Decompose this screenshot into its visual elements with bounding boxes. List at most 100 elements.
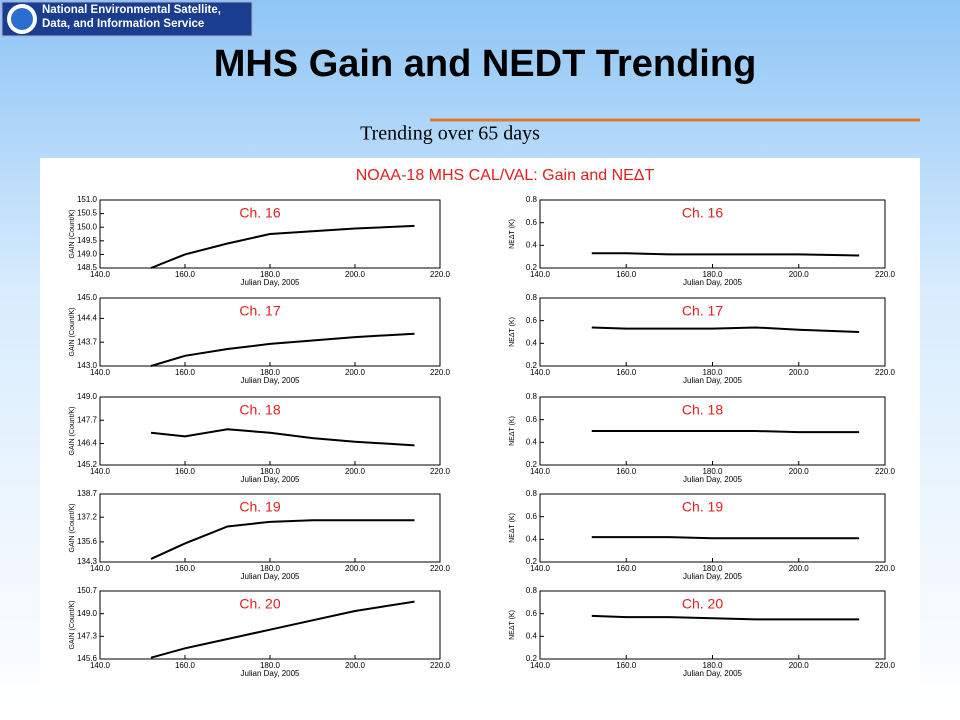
panel-title: Ch. 19 — [239, 499, 280, 515]
x-axis-label: Julian Day, 2005 — [683, 669, 743, 678]
x-tick-label: 180.0 — [260, 564, 281, 573]
y-tick-label: 138.7 — [77, 489, 98, 498]
x-tick-label: 160.0 — [616, 270, 637, 279]
agency-name: National Environmental Satellite, Data, … — [42, 4, 221, 30]
x-tick-label: 200.0 — [345, 661, 366, 670]
panel-title: Ch. 16 — [682, 205, 723, 221]
y-tick-label: 0.2 — [526, 361, 538, 370]
x-tick-label: 140.0 — [530, 564, 551, 573]
y-tick-label: 0.6 — [526, 415, 538, 424]
x-tick-label: 140.0 — [90, 467, 111, 476]
y-tick-label: 149.0 — [77, 250, 98, 259]
y-tick-label: 145.0 — [77, 293, 98, 302]
x-tick-label: 220.0 — [430, 661, 451, 670]
data-line — [150, 519, 415, 560]
y-tick-label: 144.4 — [77, 314, 98, 323]
x-tick-label: 200.0 — [789, 661, 810, 670]
y-tick-label: 147.3 — [77, 631, 98, 640]
figure-panel — [40, 158, 920, 688]
x-tick-label: 220.0 — [430, 564, 451, 573]
data-line — [150, 224, 415, 269]
y-tick-label: 0.6 — [526, 609, 538, 618]
data-line — [150, 600, 415, 659]
logo-emblem-inner — [11, 8, 33, 30]
y-axis-label: NEΔT (K) — [509, 219, 516, 249]
x-tick-label: 180.0 — [702, 270, 723, 279]
data-line — [591, 252, 860, 257]
x-tick-label: 200.0 — [345, 467, 366, 476]
x-tick-label: 160.0 — [616, 564, 637, 573]
y-tick-label: 0.4 — [526, 631, 538, 640]
y-tick-label: 150.7 — [77, 586, 98, 595]
panel-title: Ch. 16 — [239, 205, 280, 221]
x-tick-label: 200.0 — [789, 467, 810, 476]
panel-title: Ch. 19 — [682, 499, 723, 515]
x-tick-label: 220.0 — [875, 661, 896, 670]
x-tick-label: 140.0 — [90, 564, 111, 573]
panel-title: Ch. 17 — [239, 303, 280, 319]
x-tick-label: 220.0 — [875, 564, 896, 573]
x-axis-label: Julian Day, 2005 — [683, 376, 743, 385]
x-axis-label: Julian Day, 2005 — [241, 475, 301, 484]
y-tick-label: 134.3 — [77, 557, 98, 566]
x-tick-label: 220.0 — [875, 467, 896, 476]
x-tick-label: 220.0 — [430, 467, 451, 476]
y-tick-label: 151.0 — [77, 195, 98, 204]
y-axis-label: GAIN (Count/K) — [69, 307, 76, 356]
y-tick-label: 0.8 — [526, 489, 538, 498]
y-axis-label: NEΔT (K) — [509, 317, 516, 347]
x-tick-label: 180.0 — [260, 368, 281, 377]
y-tick-label: 0.8 — [526, 586, 538, 595]
data-line — [150, 428, 415, 447]
y-tick-label: 0.4 — [526, 338, 538, 347]
panel-title: Ch. 17 — [682, 303, 723, 319]
x-tick-label: 140.0 — [90, 270, 111, 279]
y-tick-label: 0.8 — [526, 293, 538, 302]
figure-title: NOAA-18 MHS CAL/VAL: Gain and NEΔT — [356, 167, 655, 184]
x-tick-label: 160.0 — [175, 368, 196, 377]
x-tick-label: 160.0 — [616, 661, 637, 670]
x-axis-label: Julian Day, 2005 — [241, 376, 301, 385]
y-axis-label: NEΔT (K) — [509, 513, 516, 543]
x-axis-label: Julian Day, 2005 — [683, 278, 743, 287]
y-axis-label: NEΔT (K) — [509, 416, 516, 446]
x-tick-label: 180.0 — [702, 368, 723, 377]
agency-box: National Environmental Satellite, Data, … — [42, 4, 221, 30]
y-axis-label: NEΔT (K) — [509, 610, 516, 640]
x-tick-label: 200.0 — [789, 564, 810, 573]
x-tick-label: 160.0 — [175, 661, 196, 670]
x-tick-label: 160.0 — [175, 270, 196, 279]
x-tick-label: 180.0 — [702, 564, 723, 573]
x-tick-label: 200.0 — [345, 270, 366, 279]
x-axis-label: Julian Day, 2005 — [683, 475, 743, 484]
y-tick-label: 150.0 — [77, 222, 98, 231]
x-tick-label: 200.0 — [789, 368, 810, 377]
x-tick-label: 180.0 — [702, 661, 723, 670]
x-tick-label: 140.0 — [530, 467, 551, 476]
data-line — [591, 430, 860, 434]
x-tick-label: 200.0 — [789, 270, 810, 279]
x-tick-label: 140.0 — [530, 661, 551, 670]
x-axis-label: Julian Day, 2005 — [683, 572, 743, 581]
y-tick-label: 0.8 — [526, 392, 538, 401]
y-tick-label: 0.2 — [526, 654, 538, 663]
y-tick-label: 149.5 — [77, 236, 98, 245]
y-axis-label: GAIN (Count/K) — [69, 503, 76, 552]
y-tick-label: 0.2 — [526, 263, 538, 272]
x-tick-label: 220.0 — [430, 368, 451, 377]
data-line — [591, 326, 860, 333]
x-tick-label: 180.0 — [260, 467, 281, 476]
x-tick-label: 140.0 — [90, 661, 111, 670]
x-tick-label: 180.0 — [702, 467, 723, 476]
y-tick-label: 0.6 — [526, 512, 538, 521]
data-line — [150, 332, 415, 367]
x-axis-label: Julian Day, 2005 — [241, 669, 301, 678]
y-axis-label: GAIN (Count/K) — [69, 406, 76, 455]
y-tick-label: 147.7 — [77, 415, 98, 424]
x-tick-label: 200.0 — [345, 564, 366, 573]
data-line — [591, 536, 860, 540]
y-tick-label: 0.2 — [526, 460, 538, 469]
y-tick-label: 145.6 — [77, 654, 98, 663]
